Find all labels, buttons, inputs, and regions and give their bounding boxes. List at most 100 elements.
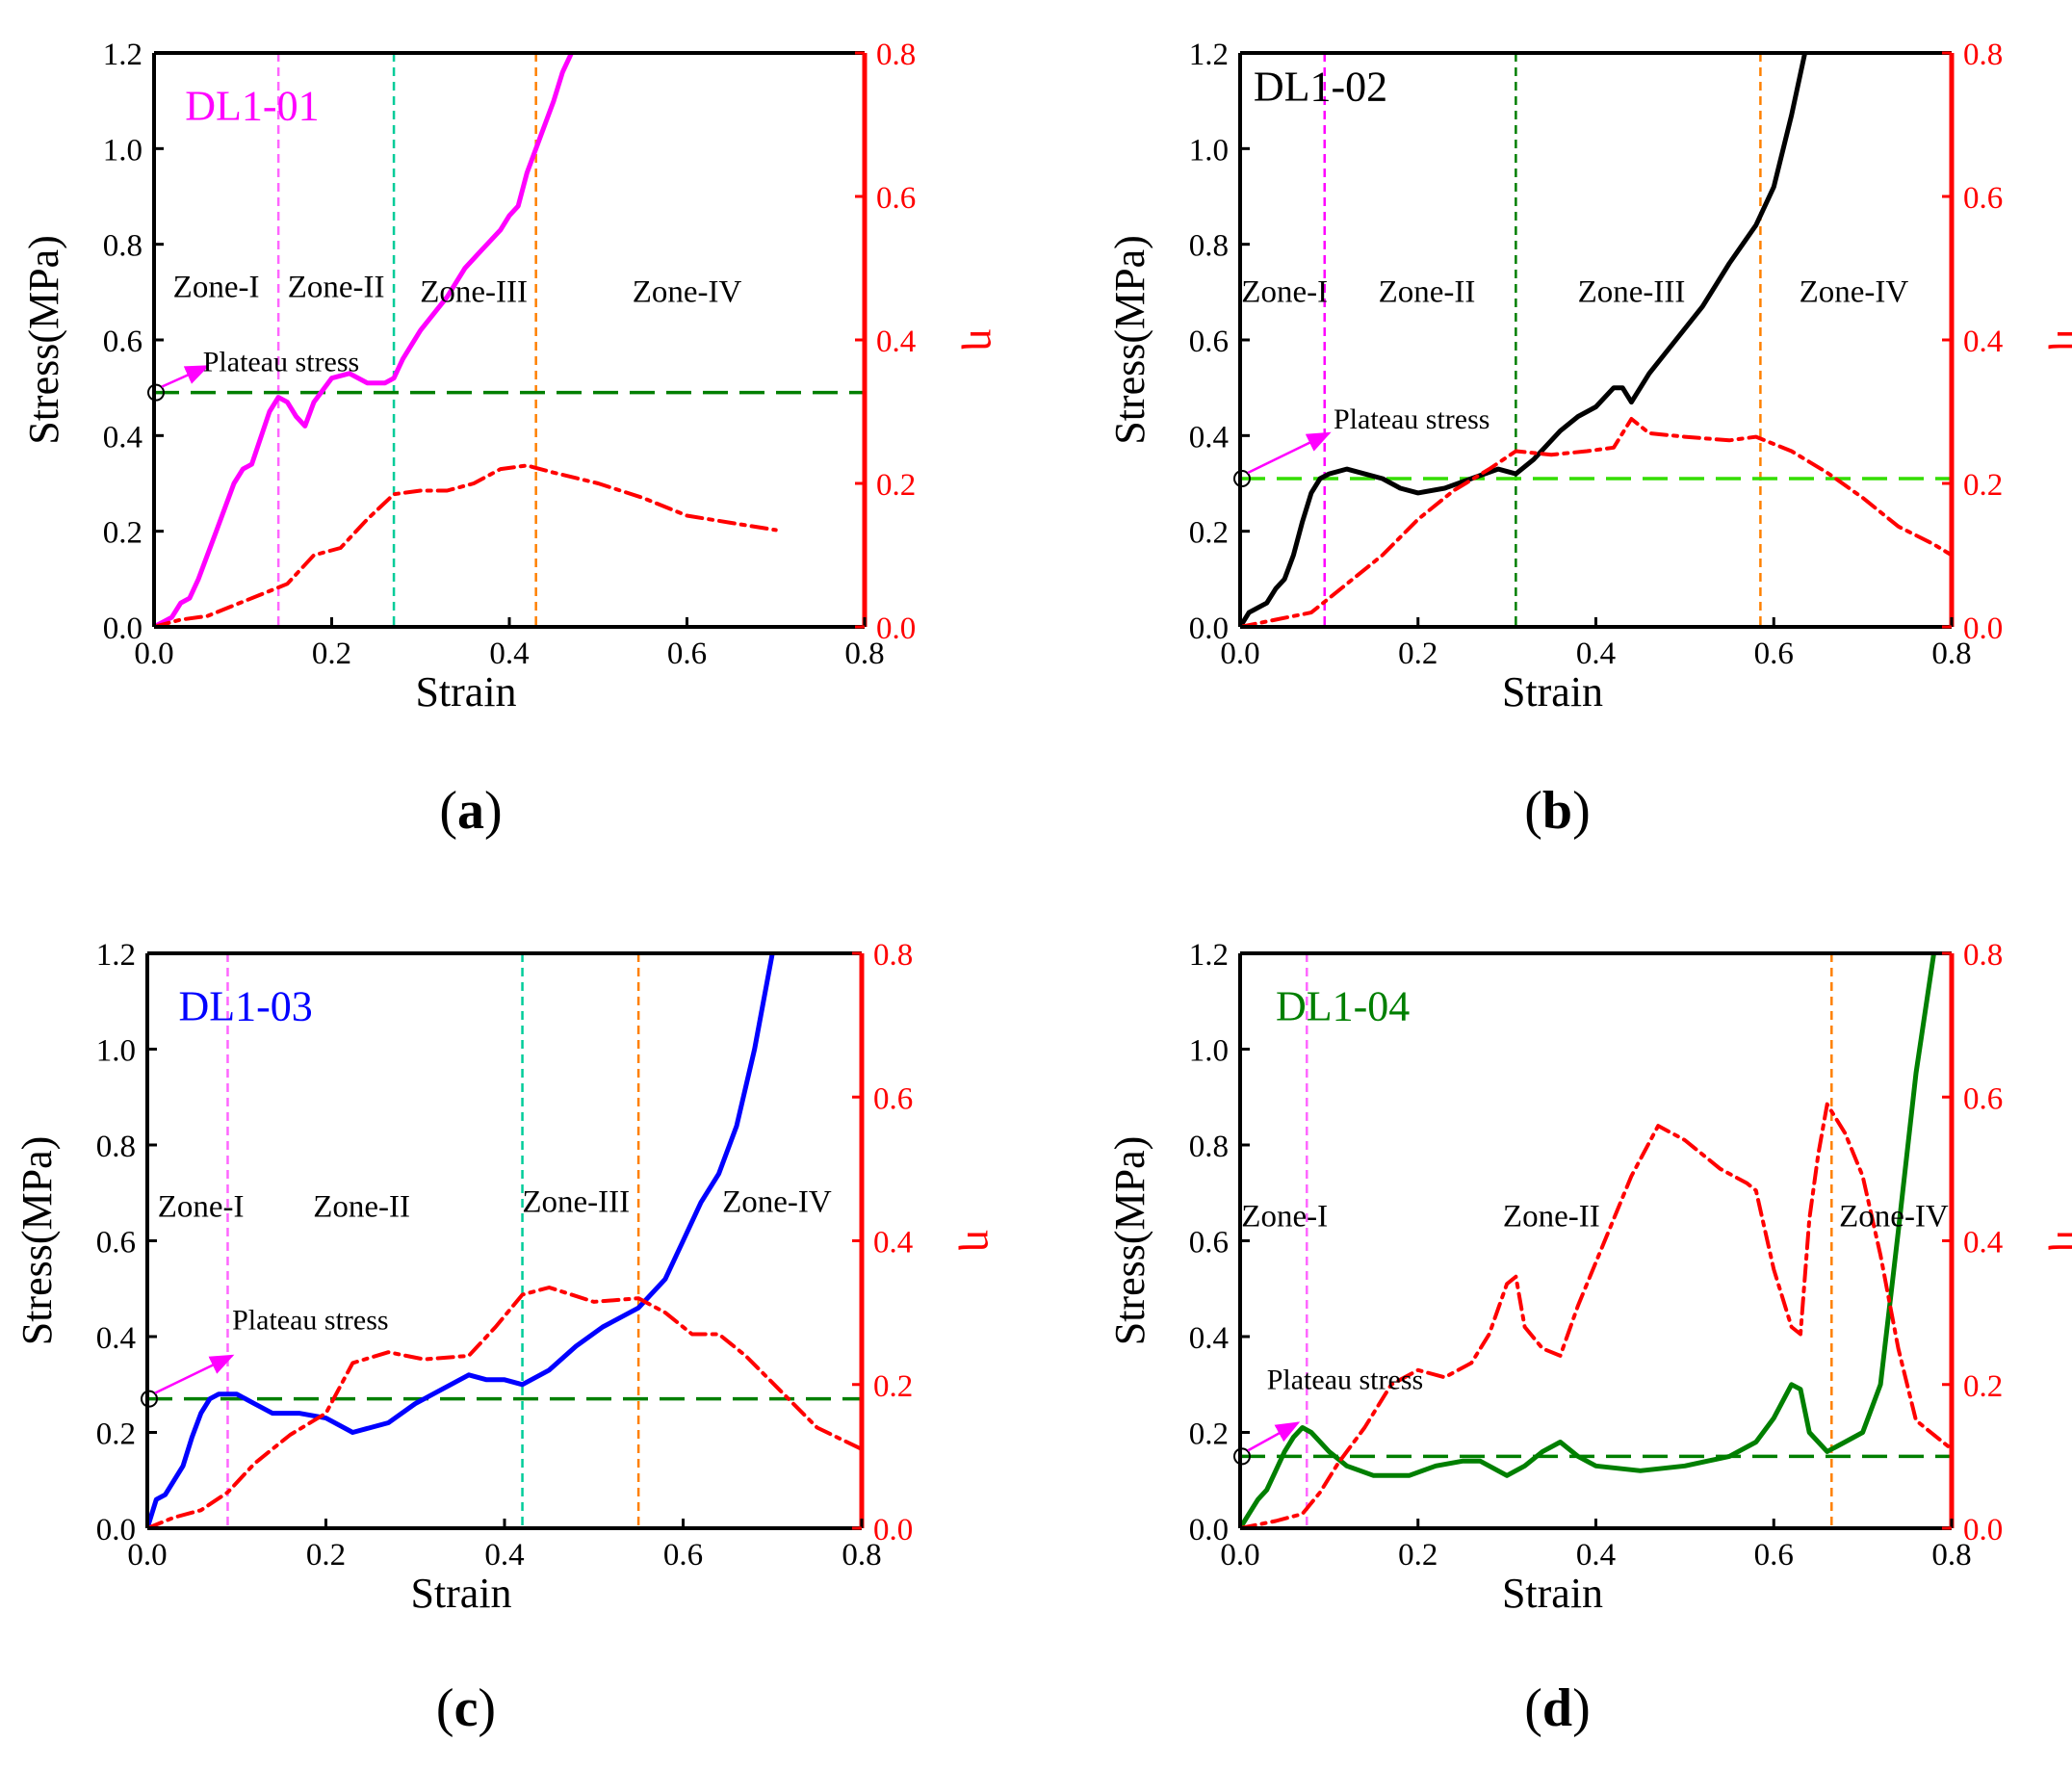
panel-a-xtick-label: 0.0 xyxy=(134,637,173,671)
panel-d-y2tick-label: 0.8 xyxy=(1963,938,2003,973)
panel-c-ytick-label: 1.2 xyxy=(96,938,136,973)
panel-a-ylabel: Stress(MPa) xyxy=(20,235,67,445)
panel-a-zone-label-2: Zone-II xyxy=(288,270,385,304)
panel-d-ytick-label: 0.0 xyxy=(1189,1513,1229,1547)
panel-b-xtick-label: 0.0 xyxy=(1220,637,1259,671)
panel-a-xtick-label: 0.2 xyxy=(312,637,351,671)
panel-b-ytick-label: 0.8 xyxy=(1189,229,1229,264)
panel-c-zone-label-4: Zone-IV xyxy=(722,1185,832,1220)
panel-d-y2tick-label: 0.4 xyxy=(1963,1226,2003,1261)
panel-c-stress-curve xyxy=(147,953,775,1528)
panel-b-ytick-label: 0.6 xyxy=(1189,325,1229,359)
panel-c-y2tick-label: 0.0 xyxy=(873,1513,913,1547)
panel-a-plateau-arrow xyxy=(161,365,210,388)
panel-a-stress-curve xyxy=(154,53,575,627)
panel-a-xtick-label: 0.8 xyxy=(844,637,884,671)
panel-c-y2tick-label: 0.4 xyxy=(873,1226,913,1261)
panel-c-ytick-label: 0.8 xyxy=(96,1130,136,1164)
panel-c-xtick-label: 0.6 xyxy=(663,1538,703,1573)
panel-a-eta-curve xyxy=(154,463,778,627)
panel-b-xtick-label: 0.2 xyxy=(1398,637,1437,671)
panel-d-plateau-label: Plateau stress xyxy=(1267,1365,1423,1396)
panel-a-zone-label-4: Zone-IV xyxy=(633,274,742,309)
panel-c-plateau-label: Plateau stress xyxy=(232,1305,388,1337)
panel-a-y2label: η xyxy=(961,328,1008,351)
panel-d-y2tick-label: 0.0 xyxy=(1963,1513,2003,1547)
panel-d-xtick-label: 0.8 xyxy=(1931,1538,1971,1573)
panel-a-ytick-label: 1.0 xyxy=(103,133,142,168)
panel-d-caption: (d) xyxy=(1524,1678,1590,1738)
panel-c-xlabel: Strain xyxy=(410,1570,511,1617)
panel-a-xtick-label: 0.6 xyxy=(667,637,707,671)
panel-c-y2tick-label: 0.8 xyxy=(873,938,913,973)
panel-b-zone-label-4: Zone-IV xyxy=(1800,274,1909,309)
panel-b-sample-label: DL1-02 xyxy=(1254,64,1387,111)
panel-d-sample-label: DL1-04 xyxy=(1276,983,1410,1030)
panel-c-ytick-label: 0.0 xyxy=(96,1513,136,1547)
panel-d-zone-label-1: Zone-I xyxy=(1241,1200,1328,1235)
panel-b-xtick-label: 0.8 xyxy=(1931,637,1971,671)
panel-b-caption: (b) xyxy=(1524,781,1590,841)
panel-b-y2tick-label: 0.2 xyxy=(1963,468,2003,503)
panel-c-ytick-label: 0.4 xyxy=(96,1321,136,1356)
panel-d-zone-label-3: Zone-IV xyxy=(1839,1200,1949,1235)
panel-b-ytick-label: 0.0 xyxy=(1189,611,1229,646)
panel-d-ytick-label: 1.0 xyxy=(1189,1034,1229,1069)
panel-d-y2tick-label: 0.2 xyxy=(1963,1369,2003,1404)
panel-d-y2tick-label: 0.6 xyxy=(1963,1081,2003,1116)
panel-c-xtick-label: 0.2 xyxy=(306,1538,346,1573)
panel-a-xlabel: Strain xyxy=(415,668,516,715)
panel-b-y2tick-label: 0.4 xyxy=(1963,325,2003,359)
panel-b-plateau-arrow xyxy=(1247,431,1332,475)
panel-d-ytick-label: 0.6 xyxy=(1189,1226,1229,1261)
panel-c-zone-label-1: Zone-I xyxy=(158,1190,245,1225)
panel-a-ytick-label: 0.4 xyxy=(103,420,142,455)
panel-b-stress-curve xyxy=(1240,53,1808,627)
panel-d-xtick-label: 0.6 xyxy=(1754,1538,1794,1573)
panel-a-xtick-label: 0.4 xyxy=(489,637,529,671)
panel-c-xtick-label: 0.0 xyxy=(127,1538,167,1573)
panel-b-eta-curve xyxy=(1240,417,1952,627)
panel-b-xtick-label: 0.6 xyxy=(1754,637,1794,671)
panel-a-y2tick-label: 0.4 xyxy=(876,325,916,359)
panel-d-plateau-arrow xyxy=(1247,1421,1301,1452)
panel-c-y2tick-label: 0.6 xyxy=(873,1081,913,1116)
panel-d-stress-curve xyxy=(1240,953,1936,1528)
panel-b-zone-label-3: Zone-III xyxy=(1578,274,1686,309)
panel-b-xlabel: Strain xyxy=(1502,668,1603,715)
panel-c-ytick-label: 1.0 xyxy=(96,1034,136,1069)
panel-b-zone-label-1: Zone-I xyxy=(1241,274,1328,309)
panel-a-zone-label-1: Zone-I xyxy=(173,270,260,304)
panel-a-caption: (a) xyxy=(439,781,502,841)
panel-c-xtick-label: 0.4 xyxy=(484,1538,524,1573)
panel-d-y2label: η xyxy=(2048,1230,2072,1252)
panel-b-ylabel: Stress(MPa) xyxy=(1106,235,1153,445)
panel-a-sample-label: DL1-01 xyxy=(185,83,319,130)
panel-b-y2label: η xyxy=(2048,328,2072,351)
panel-c-eta-curve xyxy=(147,1286,862,1528)
panel-b-y2tick-label: 0.0 xyxy=(1963,611,2003,646)
panel-d-ytick-label: 0.2 xyxy=(1189,1417,1229,1452)
panel-b-ytick-label: 1.2 xyxy=(1189,38,1229,72)
panel-b-ytick-label: 0.4 xyxy=(1189,420,1229,455)
panel-c-caption: (c) xyxy=(436,1678,496,1738)
panel-c-plateau-arrow xyxy=(154,1354,235,1394)
panel-c-ytick-label: 0.6 xyxy=(96,1226,136,1261)
panel-a-plateau-label: Plateau stress xyxy=(203,346,359,377)
panel-b-plateau-label: Plateau stress xyxy=(1334,403,1489,435)
panel-d-xtick-label: 0.4 xyxy=(1576,1538,1616,1573)
panel-c-zone-label-2: Zone-II xyxy=(313,1190,410,1225)
panel-a-zone-label-3: Zone-III xyxy=(420,274,528,309)
panel-a-ytick-label: 1.2 xyxy=(103,38,142,72)
panel-c-y2tick-label: 0.2 xyxy=(873,1369,913,1404)
panel-b-ytick-label: 0.2 xyxy=(1189,516,1229,551)
panel-a-y2tick-label: 0.2 xyxy=(876,468,916,503)
panel-d-eta-curve xyxy=(1240,1102,1952,1528)
panel-c-ylabel: Stress(MPa) xyxy=(13,1136,61,1346)
panel-c-sample-label: DL1-03 xyxy=(178,983,312,1030)
panel-b-y2tick-label: 0.8 xyxy=(1963,38,2003,72)
panel-a-ytick-label: 0.2 xyxy=(103,516,142,551)
panel-c-y2label: η xyxy=(958,1230,1005,1252)
panel-d-xtick-label: 0.0 xyxy=(1220,1538,1259,1573)
